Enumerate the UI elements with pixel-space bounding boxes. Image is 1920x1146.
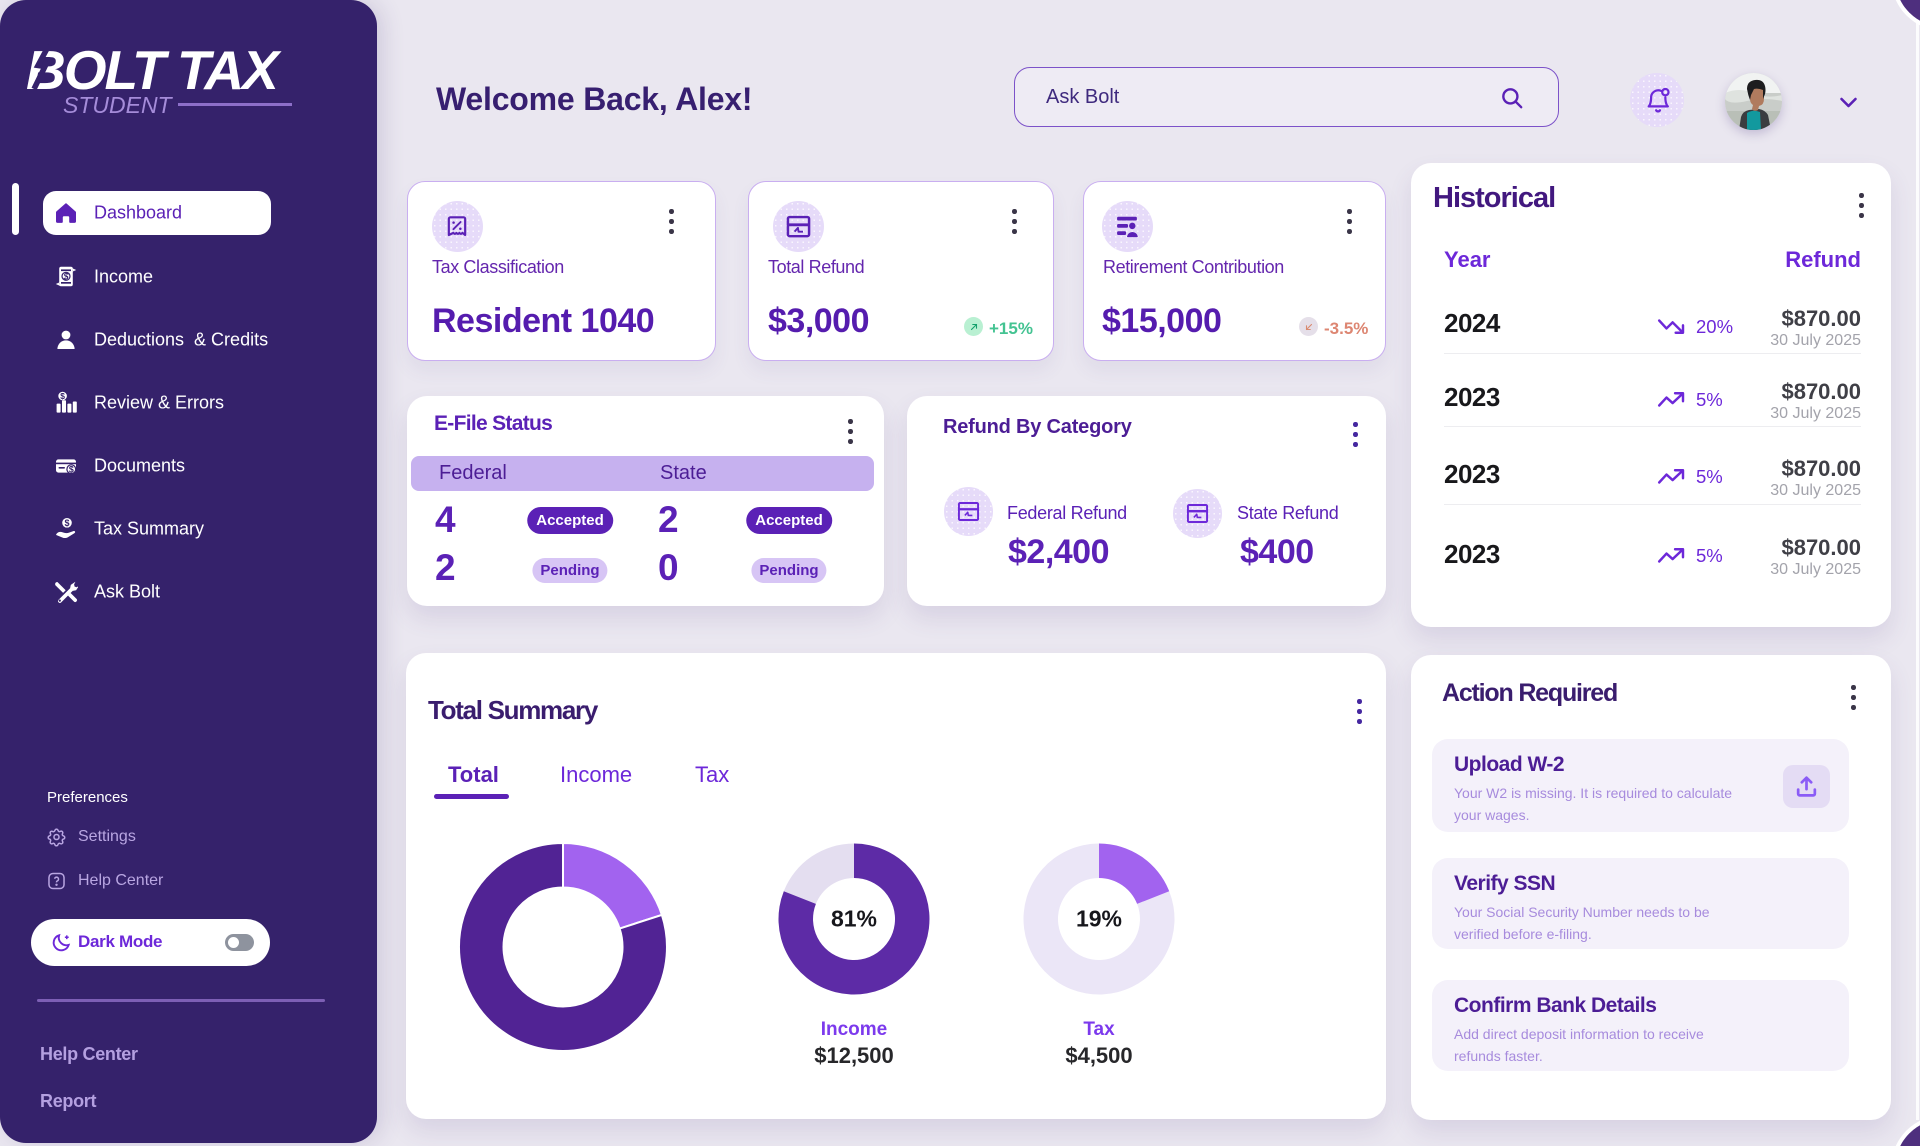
svg-text:$: $ <box>60 391 65 401</box>
svg-text:$: $ <box>69 464 74 474</box>
svg-text:$: $ <box>64 518 69 528</box>
svg-text:$: $ <box>62 272 69 282</box>
